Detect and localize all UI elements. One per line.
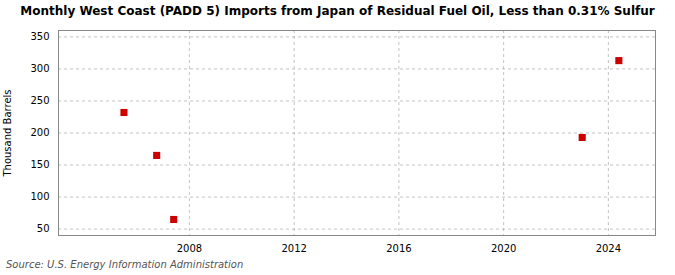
svg-text:2008: 2008 (177, 243, 202, 254)
svg-text:150: 150 (30, 159, 49, 170)
svg-text:300: 300 (30, 63, 49, 74)
svg-text:Thousand Barrels: Thousand Barrels (2, 89, 13, 177)
svg-text:250: 250 (30, 95, 49, 106)
svg-text:100: 100 (30, 191, 49, 202)
svg-text:50: 50 (37, 223, 50, 234)
svg-text:200: 200 (30, 127, 49, 138)
svg-text:2016: 2016 (386, 243, 411, 254)
svg-text:2024: 2024 (596, 243, 621, 254)
svg-text:350: 350 (30, 31, 49, 42)
html-text:Monthly West Coast (PADD 5) Im: Monthly West Coast (PADD 5) Imports from… (20, 4, 655, 18)
svg-text:2012: 2012 (281, 243, 306, 254)
svg-text:2020: 2020 (491, 243, 516, 254)
html-text:Source: U.S. Energy Informatio: Source: U.S. Energy Information Administ… (6, 259, 244, 270)
